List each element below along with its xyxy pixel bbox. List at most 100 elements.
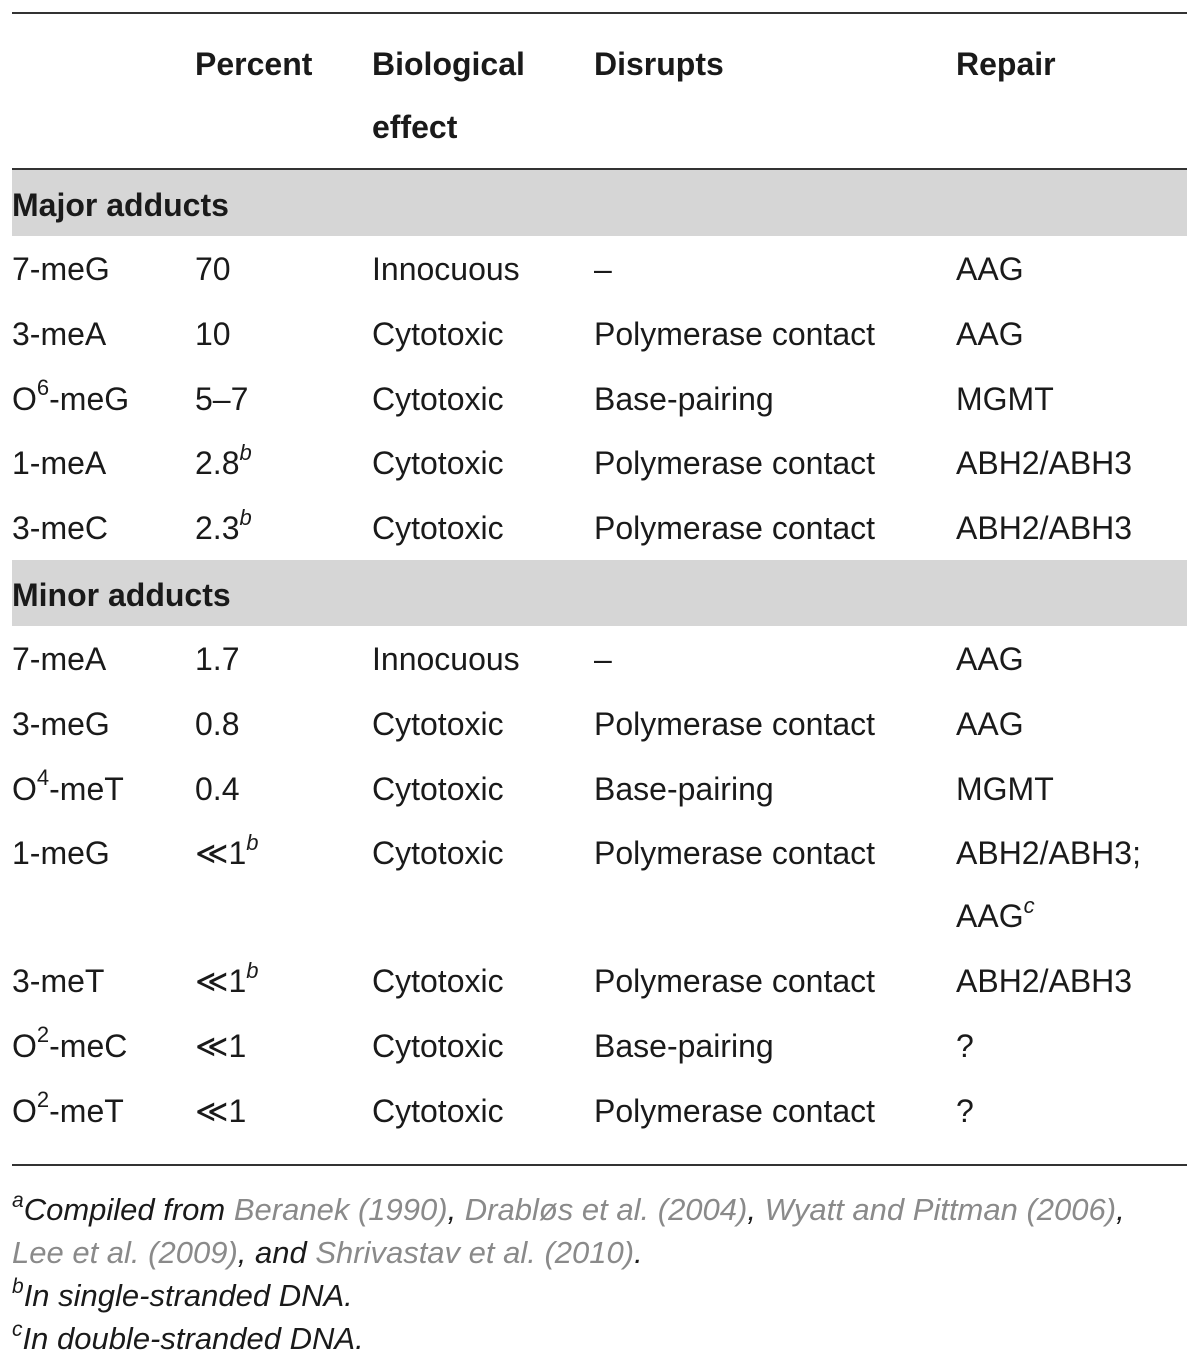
cell-repair: AAG (956, 251, 1024, 287)
cell-repair: AAG (956, 705, 1024, 742)
repair-continued-text: AAG (956, 898, 1024, 935)
cell-effect: Cytotoxic (372, 510, 504, 547)
ref-beranek[interactable]: Beranek (1990) (233, 1192, 448, 1227)
cell-effect: Cytotoxic (372, 445, 504, 482)
percent-value: 10 (195, 315, 231, 352)
adduct-base: 1-meG (12, 835, 110, 872)
cell-repair: ABH2/ABH3; (956, 835, 1141, 872)
percent-footnote-mark: b (239, 439, 252, 465)
ref-drablos[interactable]: Drabløs et al. (2004) (464, 1192, 748, 1227)
adduct-suffix: -meT (49, 770, 124, 807)
cell-adduct: O2-meT (12, 1089, 124, 1131)
cell-percent: 0.4 (195, 769, 239, 809)
cell-disrupts: Polymerase contact (594, 315, 876, 352)
cell-effect: Innocuous (372, 251, 520, 287)
cell-percent: ≪1b (195, 957, 259, 1001)
adduct-base: 3-meC (12, 510, 109, 547)
cell-repair: ABH2/ABH3 (956, 445, 1133, 482)
footnote-b-text: In single-stranded DNA. (23, 1278, 353, 1313)
percent-value: 0.4 (195, 770, 240, 807)
percent-footnote-mark: b (246, 829, 259, 855)
bottom-rule (12, 1164, 1187, 1166)
cell-adduct: O2-meC (12, 1024, 128, 1066)
header-disrupts: Disrupts (594, 46, 724, 82)
adduct-suffix: -meC (49, 1028, 128, 1064)
footnote-a-sep2: , (747, 1192, 765, 1227)
cell-adduct: 3-meC (12, 508, 108, 548)
cell-effect: Cytotoxic (372, 1028, 504, 1064)
header-percent: Percent (195, 46, 313, 82)
adduct-base: O (12, 1028, 37, 1064)
percent-value: 5–7 (195, 380, 249, 417)
header-biological-effect-1: Biological (372, 46, 525, 82)
cell-repair: AAG (956, 641, 1024, 677)
cell-effect: Cytotoxic (372, 770, 504, 807)
adduct-superscript: 4 (36, 764, 50, 790)
cell-effect: Cytotoxic (372, 315, 504, 352)
repair-footnote-mark: c (1023, 892, 1035, 918)
adduct-superscript: 2 (36, 1087, 50, 1113)
cell-disrupts: Polymerase contact (594, 835, 876, 872)
percent-value: 2.3 (195, 510, 240, 547)
cell-repair-continued: AAGc (956, 892, 1035, 936)
cell-effect: Cytotoxic (372, 705, 504, 742)
footnote-b: bIn single-stranded DNA. (12, 1274, 1192, 1317)
cell-percent: 2.3b (195, 506, 252, 548)
header-rule (12, 168, 1187, 170)
cell-percent: 2.8b (195, 439, 252, 483)
cell-repair: MGMT (956, 770, 1054, 807)
section-header: Major adducts (12, 170, 1187, 236)
footnote-a-mark: a (12, 1188, 24, 1212)
cell-repair: MGMT (956, 380, 1054, 417)
section-title: Major adducts (12, 187, 229, 223)
adduct-superscript: 2 (36, 1022, 50, 1048)
cell-effect: Cytotoxic (372, 835, 504, 872)
cell-adduct: 3-meT (12, 961, 104, 1001)
cell-disrupts: Base-pairing (594, 1028, 774, 1064)
cell-adduct: 1-meG (12, 833, 110, 873)
ref-shrivastav[interactable]: Shrivastav et al. (2010) (315, 1235, 635, 1270)
footnote-c-mark: c (12, 1317, 23, 1341)
ref-wyatt-pittman[interactable]: Wyatt and Pittman (2006) (764, 1192, 1117, 1227)
cell-effect: Cytotoxic (372, 963, 504, 1000)
adduct-base: O (12, 380, 37, 417)
footnote-b-mark: b (12, 1274, 24, 1298)
percent-value: ≪1 (195, 1092, 247, 1129)
cell-repair: ? (956, 1092, 974, 1129)
header-biological-effect-2: effect (372, 109, 458, 145)
cell-adduct: O4-meT (12, 766, 124, 809)
cell-disrupts: Polymerase contact (594, 510, 876, 547)
cell-percent: 0.8 (195, 704, 239, 744)
adduct-base: O (12, 770, 37, 807)
cell-percent: 10 (195, 314, 231, 354)
footnote-a-sep1: , (447, 1192, 465, 1227)
cell-disrupts: Polymerase contact (594, 1092, 876, 1129)
cell-repair: AAG (956, 315, 1024, 352)
footnote-a-end: . (634, 1235, 643, 1270)
percent-value: ≪1 (195, 835, 247, 872)
adduct-base: 3-meG (12, 705, 110, 742)
section-header: Minor adducts (12, 560, 1187, 626)
section-title: Minor adducts (12, 577, 231, 613)
adduct-base: 7-meG (12, 251, 110, 287)
ref-lee[interactable]: Lee et al. (2009) (12, 1235, 238, 1270)
cell-disrupts: Polymerase contact (594, 445, 876, 482)
cell-adduct: 7-meG (12, 249, 110, 289)
adduct-base: 7-meA (12, 641, 107, 677)
adduct-suffix: -meT (49, 1092, 124, 1129)
percent-value: 0.8 (195, 705, 240, 742)
cell-disrupts: Base-pairing (594, 770, 774, 807)
cell-adduct: 7-meA (12, 639, 106, 679)
percent-footnote-mark: b (246, 957, 259, 983)
percent-value: 1.7 (195, 641, 240, 677)
percent-value: 70 (195, 251, 231, 287)
footnote-a-sep4: , and (237, 1235, 316, 1270)
percent-value: ≪1 (195, 963, 247, 1000)
cell-disrupts: – (594, 251, 612, 287)
cell-disrupts: Polymerase contact (594, 705, 876, 742)
footnote-a-sep3: , (1116, 1192, 1125, 1227)
cell-adduct: 3-meA (12, 314, 106, 354)
cell-repair: ABH2/ABH3 (956, 510, 1133, 547)
cell-effect: Cytotoxic (372, 380, 504, 417)
header-repair: Repair (956, 46, 1056, 82)
